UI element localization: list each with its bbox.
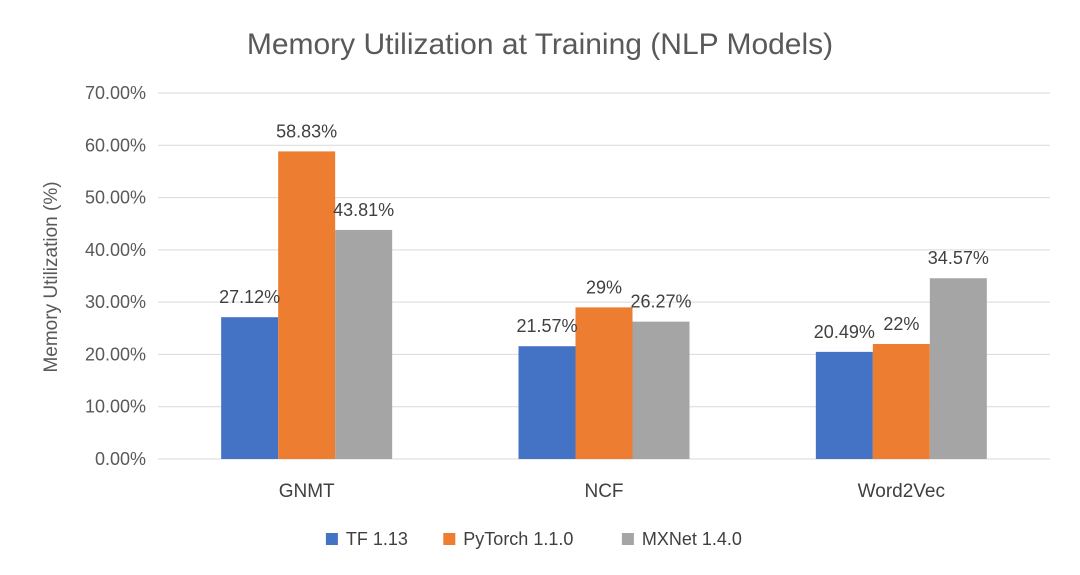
data-label: 34.57% <box>928 248 989 268</box>
bar <box>278 151 336 459</box>
y-tick-label: 70.00% <box>85 83 146 103</box>
y-tick-label: 60.00% <box>85 135 146 155</box>
x-category-label: GNMT <box>279 481 335 502</box>
bar <box>929 278 987 459</box>
data-label: 26.27% <box>630 292 691 312</box>
y-tick-label: 30.00% <box>85 292 146 312</box>
bar <box>575 307 633 459</box>
legend-swatch <box>325 533 338 545</box>
bars <box>221 151 987 459</box>
data-label: 43.81% <box>333 200 394 220</box>
y-tick-label: 50.00% <box>85 188 146 208</box>
bar <box>221 317 279 459</box>
legend-swatch <box>443 533 456 545</box>
data-label: 29% <box>586 277 622 297</box>
data-label: 27.12% <box>219 287 280 307</box>
legend-label: TF 1.13 <box>346 529 408 549</box>
x-category-label: Word2Vec <box>858 481 945 502</box>
bar <box>632 321 690 459</box>
bar <box>815 351 873 459</box>
data-label: 22% <box>883 314 919 334</box>
data-label: 58.83% <box>276 121 337 141</box>
y-tick-label: 0.00% <box>95 449 146 469</box>
y-axis-title: Memory Utilization (%) <box>41 181 62 372</box>
legend-label: PyTorch 1.1.0 <box>463 529 573 549</box>
x-axis-categories: GNMT NCF Word2Vec <box>279 481 945 502</box>
legend-label: MXNet 1.4.0 <box>642 529 742 549</box>
bar <box>872 343 930 459</box>
legend: TF 1.13 PyTorch 1.1.0 MXNet 1.4.0 <box>325 529 742 549</box>
bar <box>518 346 576 459</box>
y-tick-label: 10.00% <box>85 397 146 417</box>
bar <box>335 229 393 459</box>
data-labels: 27.12% 58.83% 43.81% 21.57% 29% 26.27% 20.49% 2… <box>219 121 989 341</box>
chart-title: Memory Utilization at Training (NLP Mode… <box>247 28 833 61</box>
data-label: 20.49% <box>814 322 875 342</box>
legend-swatch <box>621 533 634 545</box>
x-category-label: NCF <box>584 481 623 502</box>
y-tick-label: 40.00% <box>85 240 146 260</box>
y-axis-ticks: 0.00% 10.00% 20.00% 30.00% 40.00% 50.00% 60.00… <box>85 83 146 469</box>
data-label: 21.57% <box>516 316 577 336</box>
y-tick-label: 20.00% <box>85 344 146 364</box>
